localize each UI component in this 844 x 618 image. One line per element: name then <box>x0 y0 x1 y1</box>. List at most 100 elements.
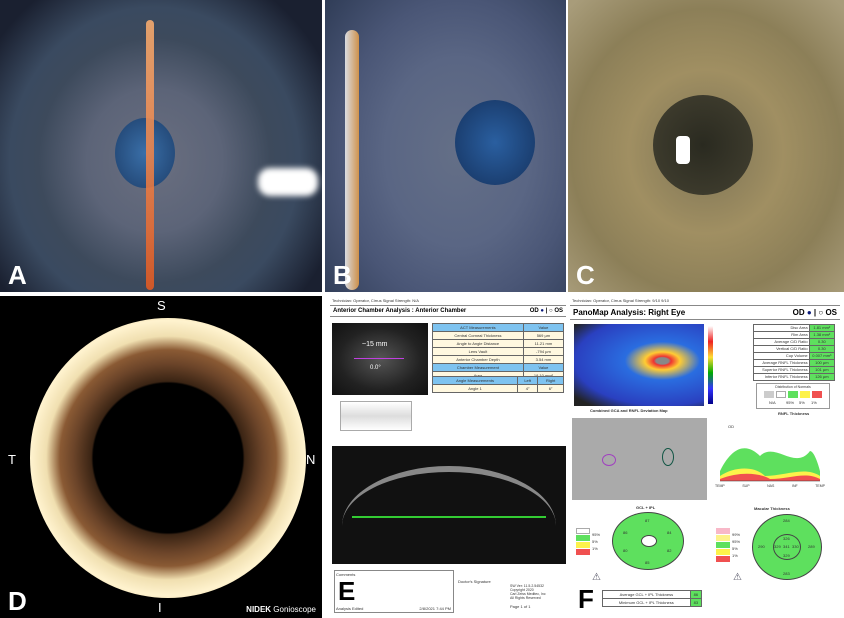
table-row: Rim Area 1.38 mm² <box>753 331 836 339</box>
table-cell: 6° <box>537 384 564 393</box>
table-row: Central Corneal Thickness 569 µm <box>432 331 565 340</box>
pupil <box>455 100 535 185</box>
table-cell: Angle 1 <box>431 384 519 393</box>
panel-label: C <box>576 260 595 290</box>
gcl-distribution-legend <box>576 528 590 555</box>
sector-value: 85 <box>645 560 650 565</box>
distribution-tick: 5% <box>799 400 805 405</box>
table-row: Angle to Angle Distance 11.21 mm <box>432 339 565 348</box>
table-row: Angle 1 4° 6° <box>431 384 564 393</box>
cross-section-thumbnail <box>340 401 412 431</box>
table-row: Anterior Chamber Depth 3.54 mm <box>432 355 565 364</box>
panel-c-eye-photo: C <box>568 0 844 292</box>
tsnit-x-tick: INF <box>791 484 798 488</box>
tsnit-legend: OD <box>728 424 734 429</box>
software-info: SW Ver: 11.5.2.54532 Copyright 2020 Carl Z… <box>510 584 546 600</box>
panel-label: E <box>338 576 356 606</box>
table-cell: 4° <box>517 384 539 393</box>
sector-value: 86 <box>623 530 628 535</box>
report-meta: Technician: Operator, Cirrus Signal Stre… <box>572 298 669 303</box>
sector-value: 341 <box>783 544 790 549</box>
panel-label: A <box>8 260 27 290</box>
doctor-signature-label: Doctor's Signature <box>458 579 491 584</box>
angle-table: Angle Measurements Left Right Angle 1 4° 6° <box>431 376 564 393</box>
report-title: PanoMap Analysis: Right Eye <box>573 308 686 317</box>
software-line: All Rights Reserved <box>510 596 541 600</box>
sector-value: 80 <box>623 548 628 553</box>
comments-box: Comments Analysis Edited 2/8/2021 7:44 P… <box>334 570 454 613</box>
distribution-tick: N/A <box>769 400 776 405</box>
table-cell: Angle Measurements <box>431 376 519 385</box>
panel-a-slit-lamp-photo: A <box>0 0 322 292</box>
table-row: Cup Volume 0.007 mm³ <box>753 352 836 360</box>
nasal-label: N <box>306 452 316 467</box>
table-row: Lens Vault -794 µm <box>432 347 565 356</box>
software-line: Carl Zeiss Meditec, Inc <box>510 592 546 596</box>
sector-value: 326 <box>783 536 790 541</box>
table-cell: 0.30 <box>808 345 836 353</box>
warning-icon: ⚠ <box>592 572 601 583</box>
page-number: Page 1 of 1 <box>510 604 531 609</box>
table-cell: 101 µm <box>808 366 836 374</box>
table-cell: Angle to Angle Distance <box>432 339 524 348</box>
table-cell: Left <box>517 376 539 385</box>
table-cell: Lens Vault <box>432 347 524 356</box>
table-cell: Cup Volume <box>753 352 810 360</box>
fundus-image <box>572 418 707 500</box>
gcl-distribution-label: 95% <box>592 532 601 537</box>
superior-label: S <box>157 298 166 313</box>
panel-e-anterior-chamber-report: Technician: Operator, Cirrus Signal Stre… <box>330 296 568 618</box>
pupil <box>115 118 175 188</box>
scan-preview: ~15 mm 0.0° <box>332 323 428 395</box>
distribution-tick: 95% <box>786 400 795 405</box>
panel-label: B <box>333 260 352 290</box>
table-cell: Anterior Chamber Depth <box>432 355 524 364</box>
table-row: Average C/D Ratio 0.30 <box>753 338 836 346</box>
macular-distribution-label: 5% <box>732 546 738 551</box>
table-cell: Value <box>522 363 565 372</box>
sector-value: 289 <box>808 544 815 549</box>
panel-f-panomap-report: Technician: Operator, Cirrus Signal Stre… <box>570 296 844 618</box>
deviation-map <box>574 324 704 406</box>
table-cell: ACT Measurements <box>432 323 524 332</box>
table-cell: Value <box>522 323 565 332</box>
table-cell: Average RNFL Thickness <box>753 359 810 367</box>
software-line: SW Ver: 11.5.2.54532 <box>510 584 544 588</box>
tsnit-x-tick: TEMP <box>815 484 825 488</box>
slit-beam <box>146 20 154 290</box>
red-band <box>720 473 820 481</box>
table-row: Vertical C/D Ratio 0.30 <box>753 345 836 353</box>
act-table: ACT Measurements Value Central Corneal Thi… <box>432 323 565 380</box>
tsnit-x-tick: NAS <box>767 484 775 488</box>
rnfl-distribution-legend: Distribution of Normals N/A 95% 5% 1% <box>756 383 830 409</box>
light-reflex <box>258 168 318 196</box>
report-title-bar: PanoMap Analysis: Right Eye OD ● | ○ OS <box>570 305 840 320</box>
table-cell: -794 µm <box>522 347 565 356</box>
light-reflex <box>676 136 690 164</box>
table-row: Angle Measurements Left Right <box>431 376 564 385</box>
gcl-ipl-map: 87 84 82 85 80 86 <box>612 512 684 570</box>
table-cell: Chamber Measurement <box>432 363 524 372</box>
sector-value: 87 <box>645 518 650 523</box>
table-row: Average RNFL Thickness 100 µm <box>753 359 836 367</box>
slit-beam <box>345 30 359 290</box>
macular-thickness-map: 284 326 329 341 330 329 290 289 283 <box>752 514 822 580</box>
sector-value: 329 <box>783 553 790 558</box>
software-line: Copyright 2020 <box>510 588 534 592</box>
oct-anterior-segment-image <box>332 446 566 564</box>
table-cell: 126 µm <box>808 373 836 381</box>
distribution-ticks: N/A 95% 5% 1% <box>757 401 829 406</box>
sector-value: 330 <box>792 544 799 549</box>
table-cell: 3.54 mm <box>522 355 565 364</box>
report-meta: Technician: Operator, Cirrus Signal Stre… <box>332 298 419 303</box>
table-cell: Superior RNFL Thickness <box>753 366 810 374</box>
report-title: Anterior Chamber Analysis : Anterior Cha… <box>333 308 467 314</box>
map-caption: Combined GCA and RNFL Deviation Map <box>590 408 668 413</box>
table-cell: Central Corneal Thickness <box>432 331 524 340</box>
macular-distribution-legend <box>716 528 730 562</box>
tsnit-x-tick: TEMP <box>715 484 725 488</box>
table-cell: 0.007 mm³ <box>808 352 836 360</box>
table-cell: Disc Area <box>753 324 810 332</box>
gcl-summary-table: Average GCL + IPL Thickness 86 Minimum GC… <box>602 590 703 607</box>
gcl-distribution-label: 1% <box>592 546 598 551</box>
